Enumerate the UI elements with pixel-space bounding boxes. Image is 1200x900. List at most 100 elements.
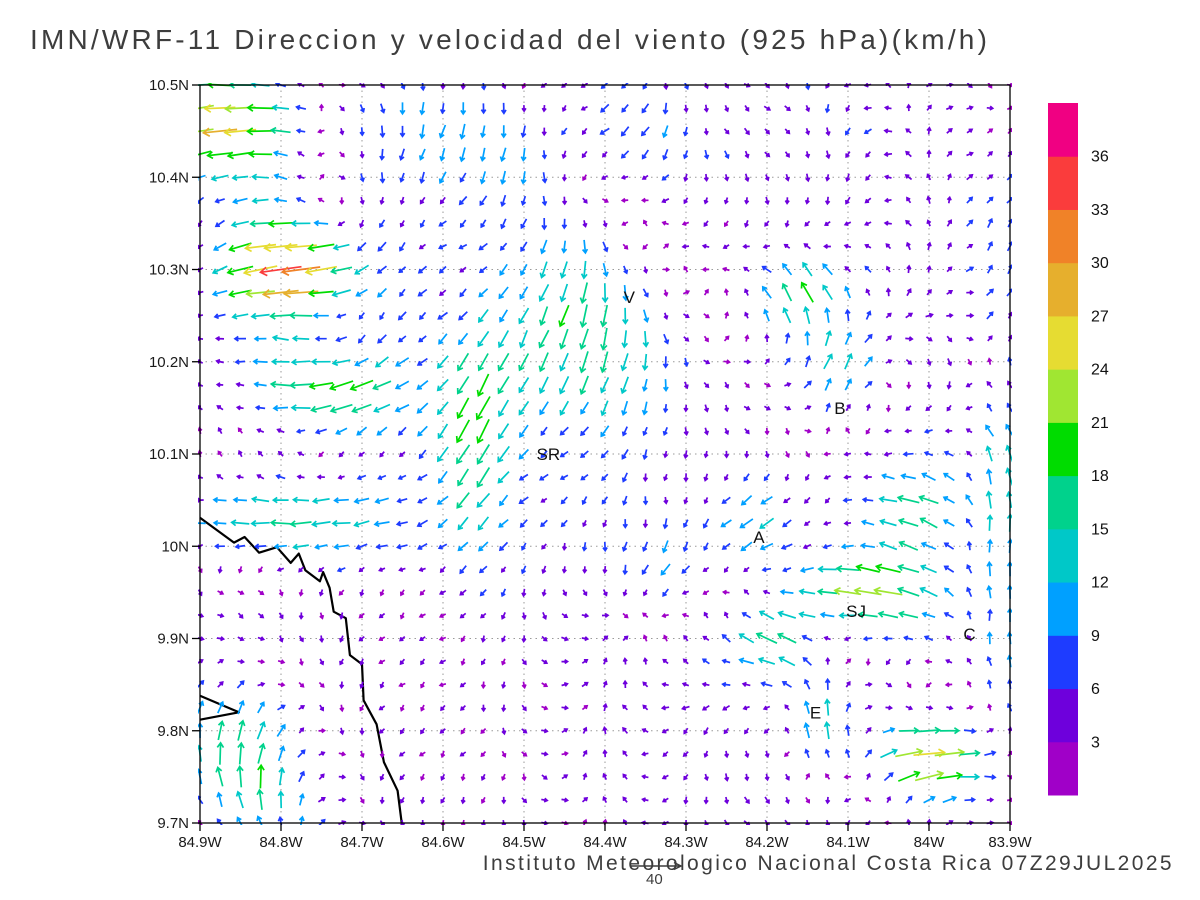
wind-vector [338, 175, 346, 180]
wind-vector [379, 796, 385, 805]
wind-vector [277, 682, 286, 688]
reference-vector-arrow [631, 861, 683, 871]
wind-vector [601, 174, 609, 180]
wind-vector [785, 796, 790, 805]
wind-vector [621, 449, 629, 460]
wind-vector [986, 655, 993, 667]
wind-vector [273, 543, 287, 550]
wind-vector [416, 357, 428, 366]
wind-vector [704, 427, 710, 436]
wind-vector [542, 611, 548, 621]
wind-vector [681, 221, 690, 227]
wind-vector [899, 726, 920, 735]
wind-vector [270, 358, 290, 366]
wind-vector [298, 705, 306, 711]
wind-vector [416, 473, 428, 481]
wind-vector [436, 401, 449, 416]
wind-vector [236, 474, 244, 480]
wind-vector [986, 797, 995, 803]
wind-vector [438, 682, 447, 688]
wind-vector [276, 723, 286, 737]
wind-vector [642, 657, 648, 665]
wind-vector [759, 542, 774, 551]
wind-vector [724, 150, 730, 160]
wind-vector [478, 266, 488, 274]
wind-vector [602, 566, 608, 575]
wind-vector [436, 378, 449, 392]
wind-vector [721, 542, 731, 550]
wind-vector [946, 195, 952, 204]
wind-vector [272, 404, 289, 412]
wind-vector [539, 473, 549, 481]
wind-vector [318, 566, 325, 573]
wind-vector [247, 150, 273, 158]
wind-vector [372, 380, 392, 391]
wind-vector [845, 196, 851, 205]
wind-vector [641, 149, 650, 160]
colorbar-tick-label: 33 [1091, 202, 1109, 219]
wind-vector [764, 333, 770, 343]
wind-vector [723, 335, 730, 342]
wind-vector [743, 473, 750, 482]
wind-vector [438, 171, 447, 185]
wind-vector [298, 658, 304, 666]
wind-vector [457, 516, 469, 531]
wind-vector [520, 171, 527, 185]
wind-vector [864, 797, 872, 803]
wind-vector [338, 751, 347, 757]
wind-vector [845, 104, 851, 113]
wind-vector [743, 220, 749, 228]
wind-vector [599, 127, 610, 135]
colorbar-tick-label: 24 [1091, 362, 1109, 379]
wind-vector [621, 426, 628, 437]
wind-vector [439, 728, 446, 734]
wind-vector [784, 151, 790, 158]
wind-vector [273, 173, 288, 181]
wind-vector [966, 105, 974, 111]
wind-vector [295, 428, 306, 434]
wind-vector [339, 727, 345, 736]
wind-vector [419, 124, 426, 140]
wind-vector [743, 359, 752, 365]
wind-vector [622, 243, 629, 250]
wind-vector [456, 492, 470, 509]
wind-vector [521, 588, 527, 598]
wind-vector [946, 150, 953, 158]
wind-vector [602, 795, 608, 803]
wind-vector [783, 243, 791, 249]
wind-vector [838, 612, 857, 619]
wind-vector [582, 174, 588, 182]
wind-vector [214, 335, 225, 342]
wind-vector [602, 151, 608, 158]
wind-vector [966, 634, 972, 642]
wind-vector [824, 306, 831, 323]
wind-vector [946, 404, 952, 412]
wind-vector [359, 173, 366, 183]
wind-vector [720, 519, 732, 528]
wind-vector [538, 352, 549, 373]
wind-vector [437, 311, 448, 320]
wind-vector [921, 611, 936, 619]
wind-vector [642, 288, 649, 298]
colorbar-segment [1048, 475, 1078, 530]
wind-vector [518, 353, 530, 372]
wind-vector [863, 128, 872, 135]
wind-vector [763, 728, 770, 734]
wind-vector [339, 635, 344, 643]
wind-vector [601, 612, 610, 618]
wind-vector [764, 773, 770, 782]
wind-vector [354, 264, 370, 275]
wind-vector [986, 174, 994, 180]
wind-vector [419, 196, 426, 205]
wind-vector [436, 495, 449, 505]
wind-vector [212, 519, 227, 526]
wind-vector [804, 330, 811, 346]
wind-vector [379, 311, 385, 321]
wind-vector [804, 428, 812, 434]
wind-vector [298, 681, 305, 688]
lat-tick-label: 10.5N [149, 77, 189, 94]
wind-vector [621, 330, 629, 349]
wind-vector [824, 329, 833, 347]
lon-tick-label: 83.9W [988, 834, 1032, 851]
wind-vector [923, 450, 934, 457]
